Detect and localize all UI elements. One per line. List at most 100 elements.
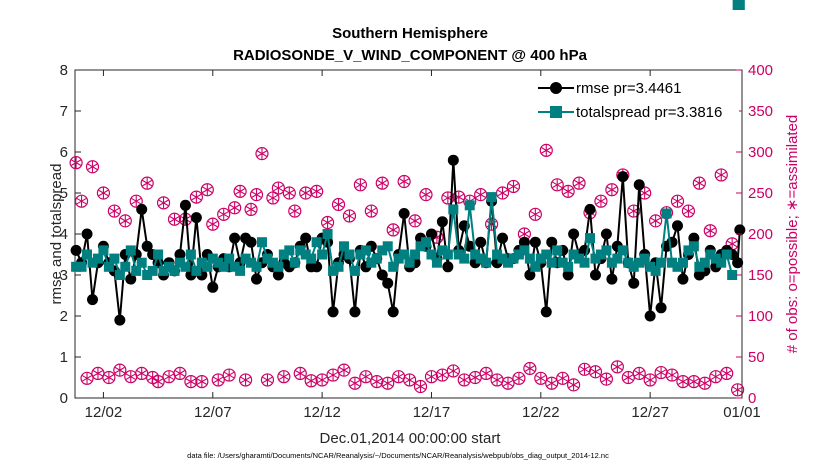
totalspread-point (710, 253, 721, 264)
totalspread-point (530, 261, 541, 272)
chart-subtitle: RADIOSONDE_V_WIND_COMPONENT @ 400 hPa (233, 47, 588, 64)
rmse-point (272, 269, 284, 281)
y-tick-label: 3 (60, 267, 68, 284)
totalspread-point (125, 245, 136, 256)
totalspread-point (92, 253, 103, 264)
obs-possible-point (534, 371, 548, 385)
obs-assimilated-point (574, 177, 585, 189)
totalspread-point (601, 245, 612, 256)
obs-possible-point (69, 156, 83, 170)
obs-assimilated-point (109, 205, 120, 217)
totalspread-point (639, 253, 650, 264)
totalspread-point (579, 257, 590, 268)
totalspread-point (114, 270, 125, 280)
obs-possible-point (506, 179, 521, 194)
totalspread-point (734, 0, 745, 10)
totalspread-point (185, 249, 196, 260)
obs-possible-point (348, 376, 362, 390)
obs-assimilated-point (656, 367, 667, 379)
totalspread-point (256, 237, 267, 248)
obs-possible-point (441, 191, 455, 205)
totalspread-point (508, 253, 519, 264)
totalspread-point (431, 257, 442, 268)
obs-possible-point (118, 214, 132, 228)
y-right-tick-label: 400 (748, 62, 773, 79)
obs-assimilated-point (601, 373, 612, 385)
obs-assimilated-point (235, 185, 246, 197)
y-tick-label: 4 (60, 226, 68, 243)
obs-possible-point (337, 363, 351, 377)
totalspread-point (328, 265, 339, 276)
obs-possible-point (260, 373, 275, 387)
rmse-point (589, 269, 601, 281)
rmse-point (425, 228, 437, 240)
totalspread-point (410, 249, 421, 260)
rmse-point (734, 224, 746, 236)
obs-assimilated-point (710, 371, 721, 383)
obs-assimilated-point (114, 364, 125, 376)
rmse-point (540, 306, 552, 318)
rmse-point (179, 199, 191, 211)
obs-possible-point (315, 373, 329, 387)
obs-possible-point (605, 183, 619, 197)
y-right-tick-label: 200 (748, 226, 773, 243)
obs-possible-point (572, 176, 586, 190)
obs-possible-point (359, 370, 373, 384)
totalspread-point (278, 249, 289, 260)
totalspread-point (645, 261, 656, 272)
totalspread-point (388, 261, 399, 272)
totalspread-point (453, 249, 464, 260)
obs-possible-point (353, 178, 367, 192)
obs-possible-point (277, 370, 291, 384)
rmse-point (442, 261, 454, 273)
obs-possible-point (632, 366, 646, 380)
obs-assimilated-point (639, 187, 650, 199)
obs-possible-point (381, 376, 395, 390)
obs-assimilated-point (240, 374, 251, 386)
chart-title: Southern Hemisphere (332, 25, 488, 42)
totalspread-point (349, 265, 360, 276)
obs-possible-point (588, 365, 603, 379)
y-tick-label: 0 (60, 390, 68, 407)
totalspread-point (448, 204, 459, 215)
totalspread-point (535, 253, 546, 264)
rmse-point (327, 306, 339, 318)
obs-assimilated-point (120, 215, 131, 227)
rmse-point (732, 257, 744, 269)
totalspread-point (552, 245, 563, 256)
obs-assimilated-point (590, 366, 601, 378)
obs-assimilated-point (328, 369, 339, 381)
totalspread-point (333, 261, 344, 272)
obs-assimilated-point (530, 208, 541, 220)
x-tick-label: 12/17 (413, 404, 451, 421)
totalspread-point (207, 253, 218, 264)
totalspread-point (404, 257, 415, 268)
obs-assimilated-point (278, 371, 289, 383)
obs-assimilated-point (338, 364, 350, 376)
totalspread-point (568, 249, 579, 260)
obs-assimilated-point (229, 202, 240, 214)
obs-assimilated-point (634, 367, 645, 379)
totalspread-point (606, 257, 617, 268)
obs-possible-point (217, 207, 231, 221)
legend-spread-marker (550, 106, 562, 118)
obs-possible-point (96, 186, 111, 200)
totalspread-point (120, 261, 131, 272)
obs-possible-point (512, 371, 526, 385)
obs-assimilated-point (300, 187, 311, 199)
totalspread-point (355, 249, 366, 260)
rmse-point (497, 232, 509, 244)
obs-assimilated-point (705, 225, 716, 237)
y-right-tick-label: 250 (748, 185, 773, 202)
obs-assimilated-point (508, 180, 519, 192)
obs-assimilated-point (306, 375, 317, 387)
obs-possible-point (189, 190, 203, 204)
obs-possible-point (310, 184, 324, 198)
totalspread-point (623, 257, 634, 268)
obs-possible-point (703, 224, 717, 238)
totalspread-point (87, 257, 98, 268)
totalspread-point (415, 241, 426, 252)
obs-possible-point (731, 383, 745, 397)
obs-possible-point (331, 197, 346, 212)
obs-assimilated-point (207, 218, 218, 230)
